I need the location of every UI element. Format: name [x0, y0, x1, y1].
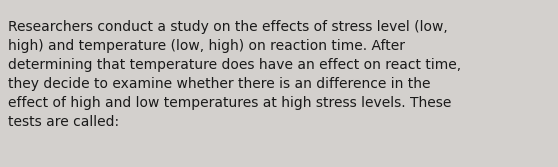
Text: Researchers conduct a study on the effects of stress level (low,
high) and tempe: Researchers conduct a study on the effec…	[8, 20, 461, 129]
